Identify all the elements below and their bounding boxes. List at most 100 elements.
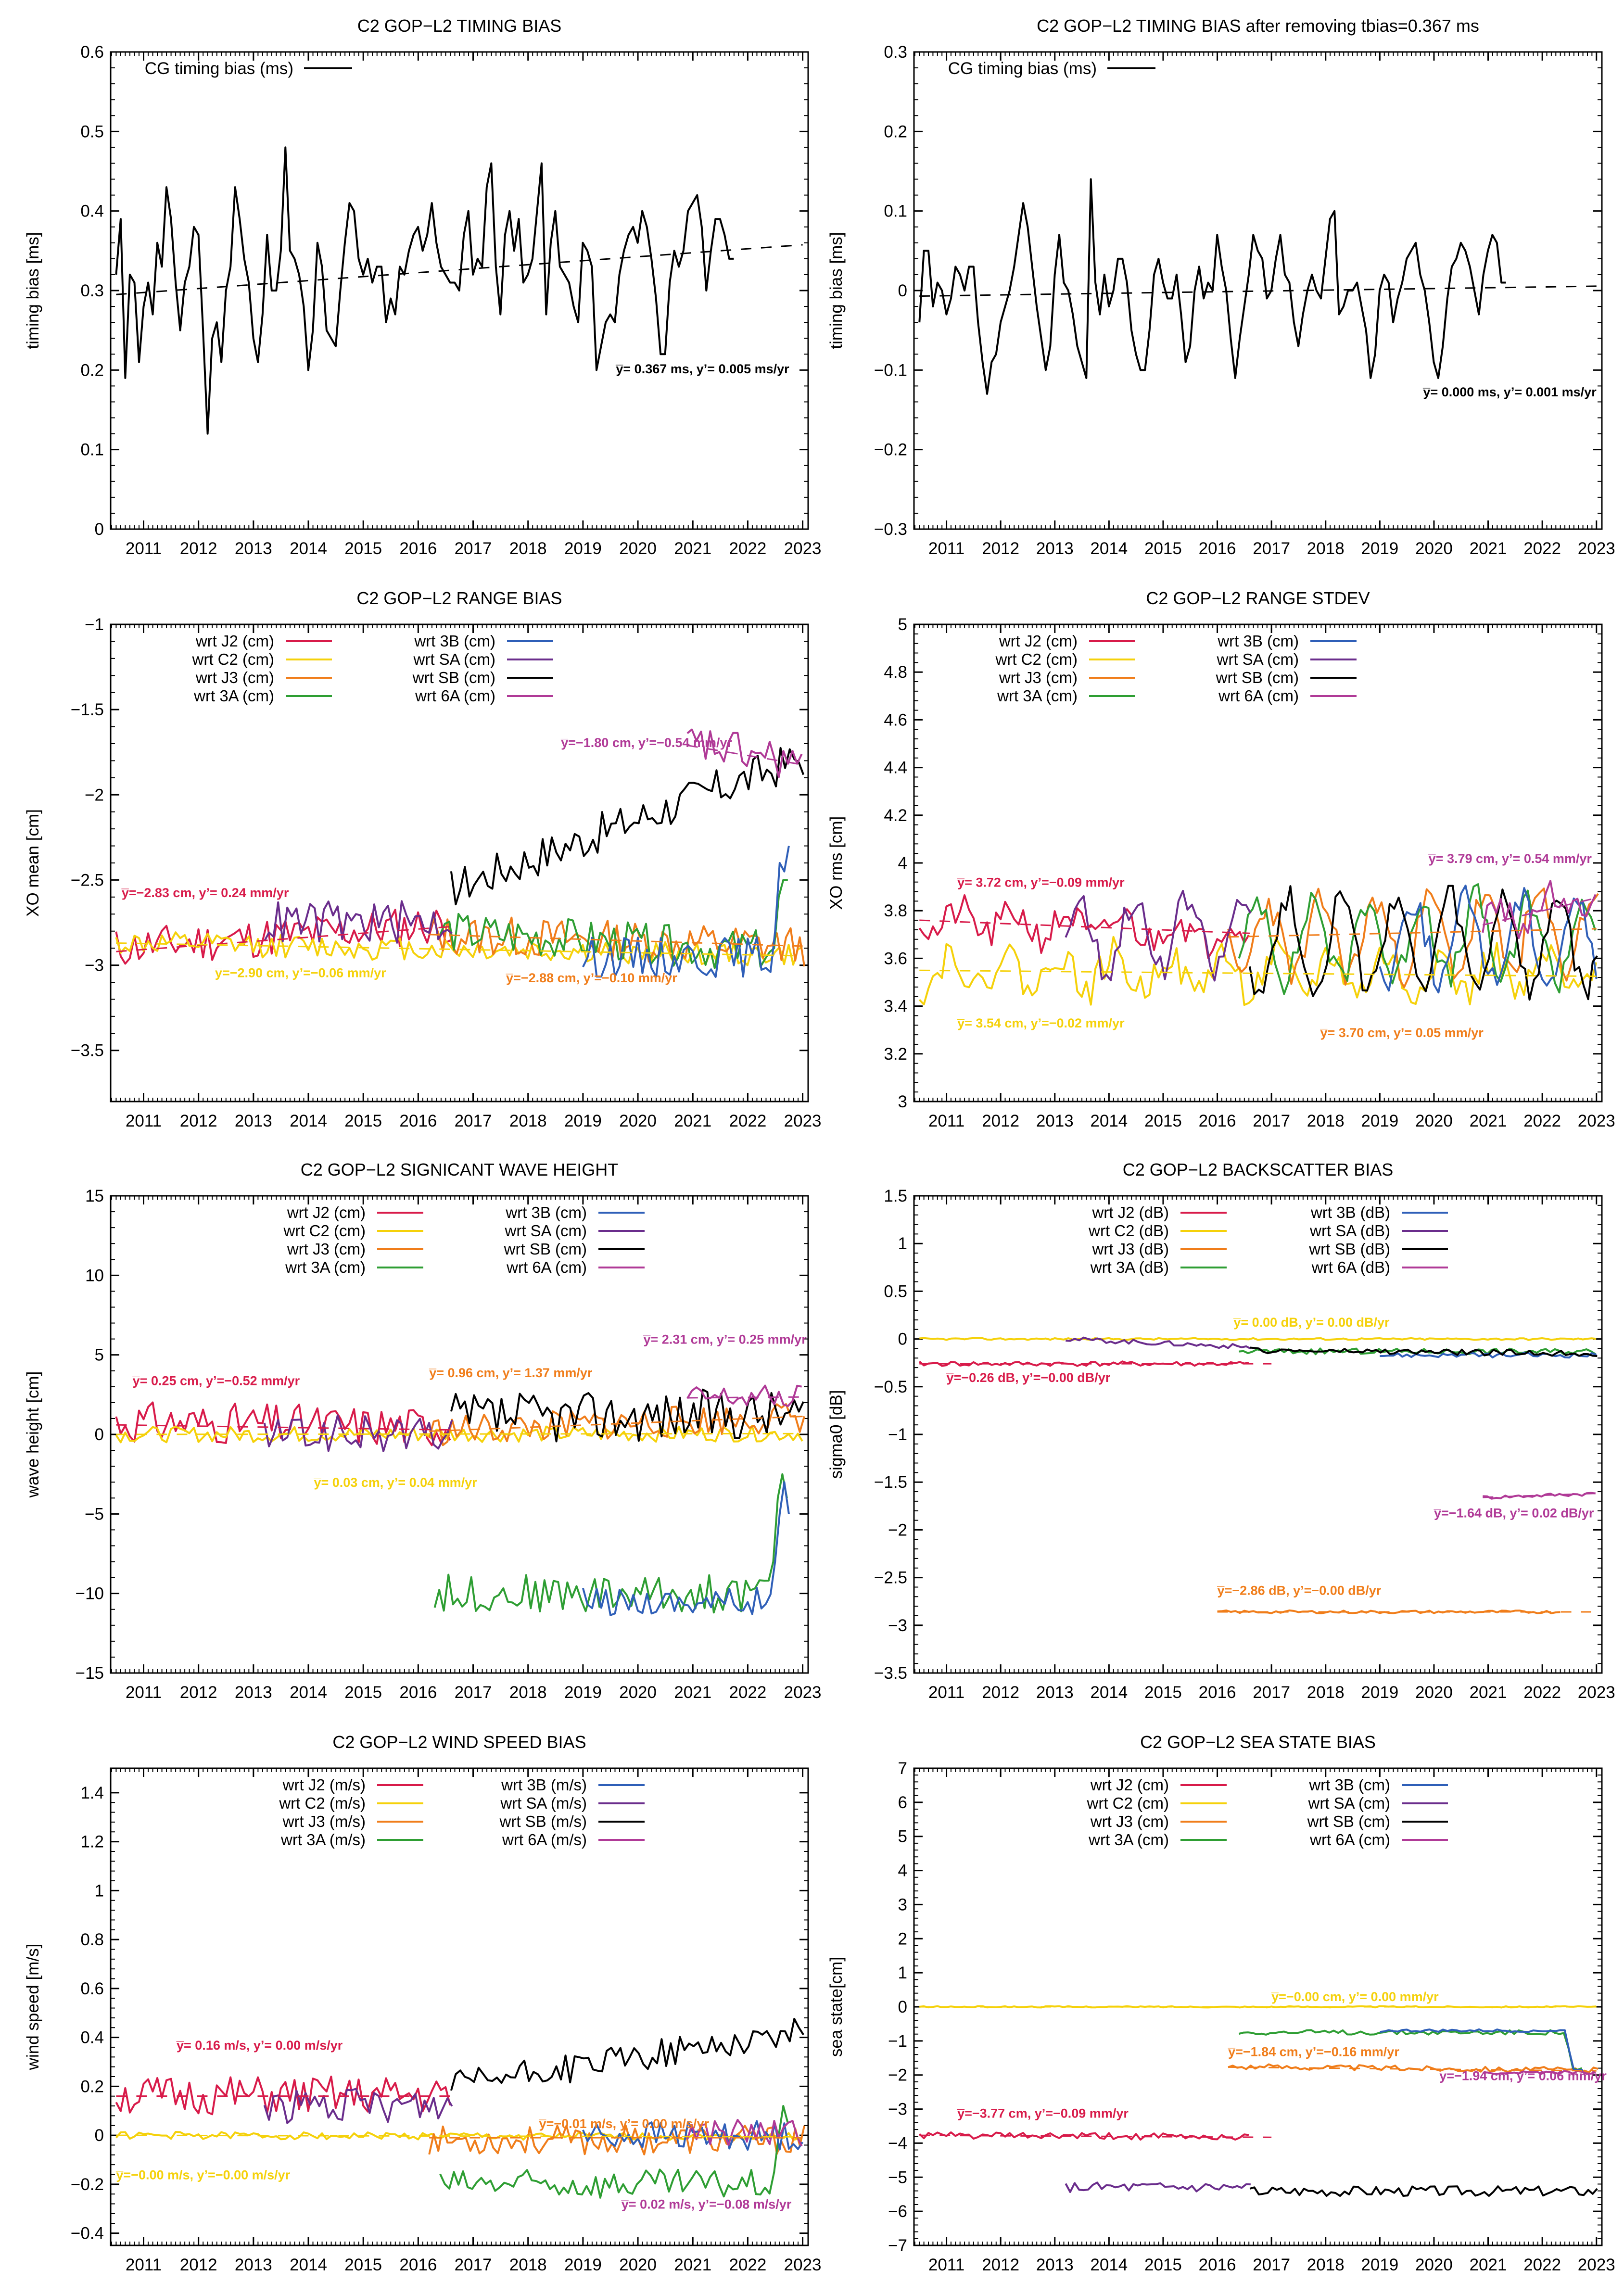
legend-label: wrt J2 (dB): [1091, 1204, 1169, 1221]
legend-label: wrt SB (cm): [412, 669, 495, 686]
legend-label: CG timing bias (ms): [145, 59, 293, 78]
chart-title: C2 GOP−L2 RANGE BIAS: [356, 588, 562, 608]
y-tick-label: −2.5: [71, 871, 104, 889]
x-tick-label: 2013: [1036, 539, 1074, 558]
trend-annotation: y̅= 0.000 ms, y’= 0.001 ms/yr: [1423, 385, 1597, 399]
x-tick-label: 2021: [1470, 1112, 1507, 1130]
x-tick-label: 2022: [729, 539, 766, 558]
x-tick-label: 2015: [344, 1683, 382, 1702]
trend-line: [116, 942, 803, 957]
y-tick-label: −0.2: [874, 441, 907, 459]
x-tick-label: 2022: [729, 1683, 766, 1702]
series-line-wrt-sa-db-: [1066, 1336, 1251, 1350]
y-tick-label: −1.5: [71, 700, 104, 719]
y-tick-label: −1: [888, 2032, 907, 2051]
trend-annotation: y̅=−1.64 dB, y’= 0.02 dB/yr: [1434, 1506, 1594, 1521]
y-tick-label: 4.2: [884, 806, 907, 825]
x-tick-label: 2018: [1307, 2256, 1345, 2274]
chart-title: C2 GOP−L2 SEA STATE BIAS: [1140, 1732, 1376, 1752]
x-tick-label: 2012: [180, 1112, 217, 1130]
x-tick-label: 2014: [290, 1112, 327, 1130]
y-tick-label: 5: [898, 615, 907, 634]
x-tick-label: 2011: [928, 1683, 964, 1702]
legend-label: wrt J3 (cm): [195, 669, 274, 686]
x-tick-label: 2015: [344, 539, 382, 558]
y-tick-label: −0.3: [874, 520, 907, 539]
series-line-wrt-sb-db-: [1249, 1346, 1598, 1357]
y-axis-label: sea state[cm]: [827, 1957, 846, 2057]
x-tick-label: 2012: [982, 539, 1019, 558]
legend-label: wrt J2 (m/s): [282, 1776, 366, 1794]
x-tick-label: 2011: [928, 2256, 964, 2274]
x-tick-label: 2022: [729, 2256, 766, 2274]
x-tick-label: 2023: [1578, 539, 1615, 558]
series-line-wrt-sa-cm-: [1065, 890, 1252, 982]
series-line-wrt-6a-cm-: [686, 728, 803, 778]
legend-label: wrt SA (m/s): [500, 1794, 587, 1812]
legend-label: wrt 3A (cm): [285, 1258, 366, 1276]
legend-label: wrt 3A (cm): [997, 687, 1078, 705]
series-line-wrt-6a-db-: [1483, 1492, 1596, 1500]
trend-annotation: y̅= 0.16 m/s, y’= 0.00 m/s/yr: [176, 2038, 343, 2053]
y-tick-label: −2: [888, 2066, 907, 2085]
x-tick-label: 2020: [1415, 1112, 1453, 1130]
legend-label: wrt SA (dB): [1309, 1222, 1390, 1240]
x-tick-label: 2012: [180, 2256, 217, 2274]
legend-label: wrt 3B (cm): [414, 632, 495, 650]
y-tick-label: 1: [898, 1234, 907, 1253]
trend-annotation: y̅= 2.31 cm, y’= 0.25 mm/yr: [643, 1332, 807, 1347]
legend-label: wrt 3B (cm): [1308, 1776, 1390, 1794]
y-tick-label: −2: [85, 786, 104, 804]
x-tick-label: 2014: [1090, 539, 1128, 558]
legend-label: wrt J2 (cm): [999, 632, 1078, 650]
x-tick-label: 2011: [126, 539, 162, 558]
y-tick-label: 4.6: [884, 710, 907, 729]
x-tick-label: 2023: [784, 2256, 822, 2274]
y-tick-label: 3.2: [884, 1045, 907, 1064]
legend-label: wrt J2 (cm): [1090, 1776, 1169, 1794]
trend-annotation: y̅=−0.00 m/s, y’=−0.00 m/s/yr: [116, 2168, 291, 2182]
chart-panel-timing_bias: C2 GOP−L2 TIMING BIAS 0 0.1 0.2 0.3 0.4 0.5 0.6…: [24, 16, 822, 558]
series-line-wrt-c2-cm-: [918, 936, 1598, 1006]
trend-annotation: y̅= 0.00 dB, y’= 0.00 dB/yr: [1233, 1315, 1390, 1330]
y-tick-label: 0: [95, 520, 104, 539]
x-tick-label: 2021: [674, 2256, 711, 2274]
x-tick-label: 2016: [399, 1683, 437, 1702]
x-tick-label: 2013: [235, 2256, 272, 2274]
legend-label: wrt SB (cm): [504, 1240, 587, 1258]
x-tick-label: 2021: [674, 1112, 711, 1130]
trend-annotation: y̅= 3.79 cm, y’= 0.54 mm/yr: [1428, 851, 1592, 866]
x-tick-label: 2023: [784, 1112, 822, 1130]
x-tick-label: 2011: [928, 1112, 964, 1130]
x-tick-label: 2022: [729, 1112, 766, 1130]
y-tick-label: 1: [95, 1881, 104, 1900]
x-tick-label: 2019: [1361, 539, 1398, 558]
x-tick-label: 2018: [509, 2256, 547, 2274]
trend-annotation: y̅=−2.86 dB, y’=−0.00 dB/yr: [1217, 1583, 1382, 1597]
legend-label: wrt SB (cm): [1307, 1812, 1390, 1830]
trend-annotation: y̅=−0.00 cm, y’= 0.00 mm/yr: [1271, 1990, 1439, 2004]
chart-panel-backscatter: C2 GOP−L2 BACKSCATTER BIAS −3.5 −3 −2.5 −2 −1…: [827, 1160, 1615, 1702]
y-tick-label: 3: [898, 1895, 907, 1914]
chart-panel-range_bias: C2 GOP−L2 RANGE BIAS −3.5 −3 −2.5 −2 −1.5 −1 20…: [24, 588, 822, 1130]
legend-label: wrt J2 (cm): [195, 632, 274, 650]
trend-line: [116, 244, 803, 295]
chart-title: C2 GOP−L2 BACKSCATTER BIAS: [1123, 1160, 1394, 1179]
y-tick-label: 0.1: [884, 202, 907, 221]
y-tick-label: 0.5: [80, 122, 104, 141]
y-tick-label: 4.8: [884, 663, 907, 682]
series-line-wrt-3b-cm-: [1379, 885, 1598, 994]
x-tick-label: 2016: [1199, 1112, 1236, 1130]
x-tick-label: 2022: [1523, 1683, 1561, 1702]
legend-label: wrt J3 (cm): [1090, 1812, 1169, 1830]
x-tick-label: 2012: [982, 2256, 1019, 2274]
y-tick-label: −3.5: [874, 1664, 907, 1683]
x-tick-label: 2014: [290, 2256, 327, 2274]
y-axis-label: XO mean [cm]: [24, 809, 42, 917]
x-tick-label: 2019: [564, 1112, 602, 1130]
y-tick-label: 3.6: [884, 949, 907, 968]
trend-annotation: y̅=−2.88 cm, y’=−0.10 mm/yr: [506, 971, 677, 985]
series-line-wrt-6a-cm-: [686, 1384, 802, 1407]
legend-label: wrt 6A (cm): [506, 1258, 587, 1276]
x-tick-label: 2013: [1036, 1112, 1074, 1130]
